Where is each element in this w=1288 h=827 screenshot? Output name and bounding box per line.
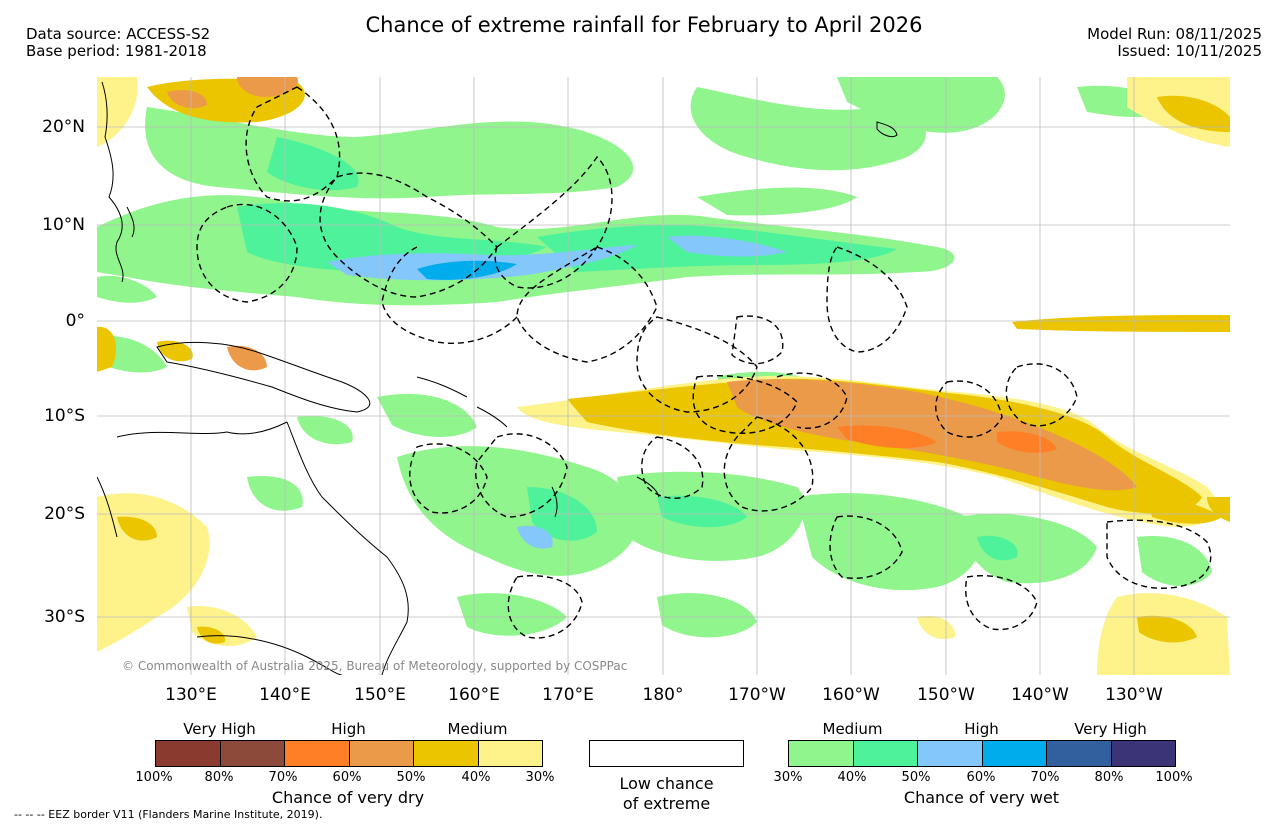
dry-tick-50: 50%	[396, 770, 426, 785]
wet-swatch-4	[1046, 740, 1112, 767]
lon-label-170w: 170°W	[728, 685, 786, 705]
dry-tick-100: 100%	[135, 770, 173, 785]
dry-swatch-5	[477, 740, 543, 767]
graticule	[97, 77, 1230, 675]
lat-label-30s: 30°S	[44, 607, 85, 627]
lat-label-20n: 20°N	[42, 117, 85, 137]
lat-label-10n: 10°N	[42, 215, 85, 235]
lon-label-140w: 140°W	[1011, 685, 1069, 705]
dry-legend-medium-label: Medium	[447, 720, 508, 738]
wet-tick-60: 60%	[966, 770, 996, 785]
dry-swatch-2	[284, 740, 350, 767]
model-run-block: Model Run: 08/11/2025 Issued: 10/11/2025	[1087, 26, 1262, 60]
low-chance-caption: Low chance of extreme	[589, 774, 744, 814]
lon-label-130e: 130°E	[165, 685, 217, 705]
lon-label-140e: 140°E	[259, 685, 311, 705]
wet-swatch-0	[788, 740, 854, 767]
wet-legend-very-high-label: Very High	[1074, 720, 1147, 738]
wet-swatch-2	[917, 740, 983, 767]
dry-legend-high-label: High	[331, 720, 366, 738]
wet-tick-70: 70%	[1030, 770, 1060, 785]
issued-text: Issued: 10/11/2025	[1117, 42, 1262, 60]
lat-label-10s: 10°S	[44, 406, 85, 426]
lat-label-0: 0°	[65, 311, 85, 331]
map-canvas	[97, 77, 1230, 675]
map-title: Chance of extreme rainfall for February …	[365, 13, 923, 37]
wet-legend-high-label: High	[964, 720, 999, 738]
dry-swatch-3	[348, 740, 414, 767]
wet-swatch-5	[1110, 740, 1176, 767]
copyright-text: © Commonwealth of Australia 2025, Bureau…	[122, 659, 628, 673]
lon-label-150e: 150°E	[354, 685, 406, 705]
lat-label-20s: 20°S	[44, 504, 85, 524]
wet-tick-80: 80%	[1094, 770, 1124, 785]
dry-tick-40: 40%	[461, 770, 491, 785]
lon-label-130w: 130°W	[1105, 685, 1163, 705]
dry-tick-70: 70%	[268, 770, 298, 785]
dry-swatch-1	[219, 740, 285, 767]
low-chance-line1: Low chance	[619, 774, 714, 793]
wet-tick-100: 100%	[1155, 770, 1193, 785]
dry-tick-80: 80%	[204, 770, 234, 785]
wet-swatch-3	[981, 740, 1047, 767]
data-source-block: Data source: ACCESS-S2 Base period: 1981…	[26, 26, 210, 60]
eez-borders	[196, 86, 1212, 639]
dry-legend-caption: Chance of very dry	[271, 788, 425, 807]
low-chance-swatch	[589, 740, 744, 767]
data-source-text: Data source: ACCESS-S2	[26, 25, 211, 43]
eez-footer-note: -- -- -- EEZ border V11 (Flanders Marine…	[14, 808, 323, 821]
lon-label-170e: 170°E	[542, 685, 594, 705]
wet-regions	[97, 77, 1212, 638]
dry-legend-very-high-label: Very High	[183, 720, 256, 738]
lon-label-160w: 160°W	[822, 685, 880, 705]
wet-tick-30: 30%	[773, 770, 803, 785]
lon-label-150w: 150°W	[917, 685, 975, 705]
dry-swatch-0	[155, 740, 221, 767]
lon-label-160e: 160°E	[448, 685, 500, 705]
wet-legend-medium-label: Medium	[822, 720, 883, 738]
wet-tick-50: 50%	[901, 770, 931, 785]
base-period-text: Base period: 1981-2018	[26, 42, 207, 60]
dry-tick-60: 60%	[332, 770, 362, 785]
model-run-text: Model Run: 08/11/2025	[1087, 25, 1262, 43]
wet-swatch-1	[852, 740, 918, 767]
wet-tick-40: 40%	[837, 770, 867, 785]
dry-regions	[97, 77, 1230, 675]
lon-label-180: 180°	[642, 685, 684, 705]
dry-swatch-4	[413, 740, 479, 767]
rainfall-map[interactable]: © Commonwealth of Australia 2025, Bureau…	[97, 77, 1230, 675]
dry-tick-30: 30%	[525, 770, 555, 785]
wet-legend-caption: Chance of very wet	[903, 788, 1060, 807]
low-chance-line2: of extreme	[622, 794, 711, 813]
